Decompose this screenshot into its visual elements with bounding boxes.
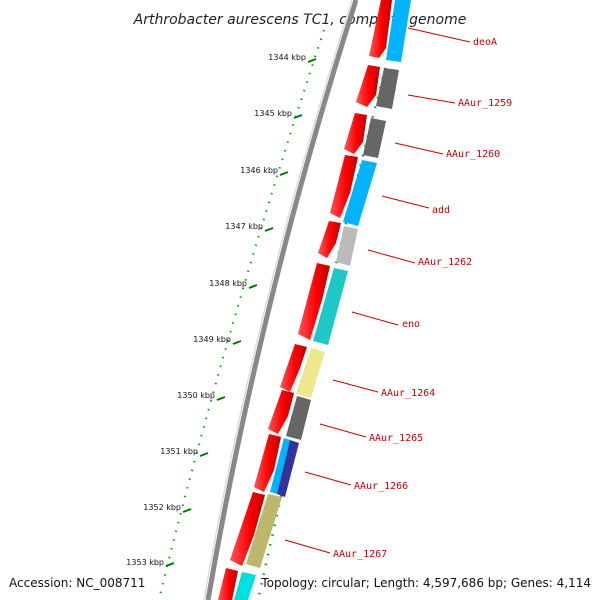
gene[interactable]: AAur_1259 [356, 65, 512, 109]
gene-label: add [432, 205, 450, 216]
gene[interactable]: AAur_1264 [280, 344, 435, 399]
label-line [407, 94, 456, 104]
tick-label: 1345 kbp [254, 109, 292, 118]
label-line [304, 471, 352, 486]
label-line [284, 539, 331, 554]
tick: 1345 kbp [254, 109, 303, 119]
tick-label: 1349 kbp [193, 335, 231, 344]
gene-feature-bar [363, 118, 386, 158]
gene-label: AAur_1262 [418, 257, 472, 268]
cds-arrow [330, 155, 358, 218]
gene-feature-bar [343, 160, 377, 226]
tick-label: 1347 kbp [225, 222, 263, 231]
cds-arrow [344, 113, 367, 154]
dotted-guide-outer [159, 29, 325, 596]
gene-layer: deoA AAur_1259 AAur_1260 add AAu [218, 0, 512, 600]
tick: 1351 kbp [160, 447, 209, 457]
gene[interactable]: AAur_1266 [254, 434, 408, 497]
cds-arrow [254, 434, 281, 492]
tick-mark [279, 171, 289, 176]
tick-mark [264, 227, 274, 232]
label-line [332, 379, 379, 393]
label-line [407, 27, 471, 43]
cds-arrow [280, 344, 307, 392]
cds-arrow [230, 492, 265, 566]
gene-label: AAur_1259 [458, 98, 512, 109]
tick: 1344 kbp [268, 53, 317, 63]
dotted-guide-inner [256, 0, 405, 600]
gene-label: AAur_1265 [369, 433, 423, 444]
tick-mark [307, 58, 317, 63]
gene-label: AAur_1267 [333, 549, 387, 560]
gene[interactable]: add [330, 155, 450, 226]
map-title: Arthrobacter aurescens TC1, complete gen… [133, 12, 467, 28]
gene-partial [218, 568, 256, 600]
label-line [367, 249, 416, 264]
label-line [351, 311, 399, 326]
tick: 1348 kbp [209, 279, 258, 289]
backbone-inner [203, 0, 353, 600]
gene-feature-bar [336, 226, 358, 266]
gene[interactable]: AAur_1262 [318, 221, 472, 268]
gene-label: deoA [473, 37, 497, 48]
label-line [394, 142, 444, 155]
tick: 1349 kbp [193, 335, 242, 345]
tick-label: 1346 kbp [240, 166, 278, 175]
gene[interactable]: eno [298, 263, 420, 345]
tick-label: 1351 kbp [160, 447, 198, 456]
gene-feature-bar [234, 572, 256, 600]
accession-text: Accession: NC_008711 [9, 576, 145, 590]
gene-feature-bar [386, 0, 411, 62]
gene[interactable]: AAur_1260 [344, 113, 500, 160]
gene-feature-bar [296, 348, 325, 398]
tick-mark [165, 562, 175, 567]
gene-feature-bar [270, 438, 290, 494]
tick-mark [216, 396, 226, 401]
tick: 1347 kbp [225, 222, 274, 232]
label-line [381, 195, 430, 209]
gene[interactable]: AAur_1265 [268, 390, 423, 444]
label-line [319, 423, 367, 438]
tick-mark [182, 508, 192, 513]
gene-feature-bar [313, 268, 348, 345]
tick-label: 1353 kbp [126, 558, 164, 567]
gene-label: AAur_1266 [354, 481, 408, 492]
gene[interactable]: AAur_1267 [230, 492, 387, 568]
gene-label: AAur_1264 [381, 388, 435, 399]
tick-mark [248, 284, 258, 289]
cds-arrow [356, 65, 380, 107]
cds-arrow [369, 0, 392, 58]
tick-mark [199, 452, 209, 457]
tick-mark [293, 114, 303, 119]
tick: 1352 kbp [143, 503, 192, 513]
gene[interactable]: deoA [369, 0, 497, 62]
tick-mark [232, 340, 242, 345]
backbone-outer [205, 0, 359, 600]
tick-layer: 1344 kbp 1345 kbp 1346 kbp 1347 kbp 1348… [126, 53, 317, 567]
cds-arrow [318, 221, 341, 258]
cds-arrow [218, 568, 238, 600]
gene-feature-bar-overlap [277, 440, 299, 497]
gene-feature-bar [376, 68, 399, 109]
tick-label: 1352 kbp [143, 503, 181, 512]
tick: 1350 kbp [177, 391, 226, 401]
tick-label: 1344 kbp [268, 53, 306, 62]
gene-label: AAur_1260 [446, 149, 500, 160]
tick: 1346 kbp [240, 166, 289, 176]
gene-feature-bar [286, 396, 311, 440]
gene-label: eno [402, 319, 420, 330]
cds-arrow [298, 263, 330, 340]
tick-label: 1348 kbp [209, 279, 247, 288]
tick: 1353 kbp [126, 558, 175, 567]
topology-text: Topology: circular; Length: 4,597,686 bp… [260, 576, 591, 590]
tick-label: 1350 kbp [177, 391, 215, 400]
cds-arrow [268, 390, 294, 434]
gene-feature-bar [246, 494, 282, 568]
